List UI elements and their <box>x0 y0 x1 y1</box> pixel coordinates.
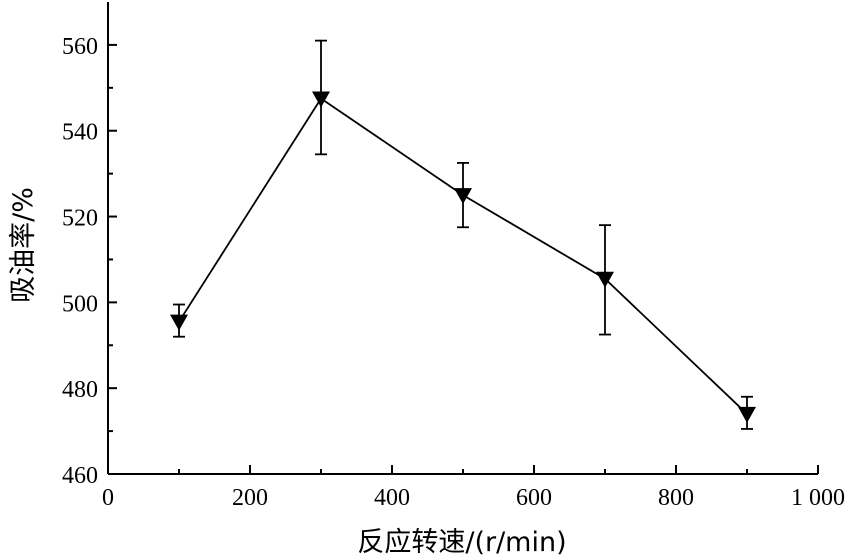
data-point <box>596 271 614 288</box>
y-tick-label: 520 <box>62 206 98 232</box>
series-line <box>178 97 748 415</box>
x-tick-label: 1 000 <box>791 485 845 511</box>
x-tick-label: 0 <box>102 485 114 511</box>
y-tick-label: 540 <box>62 120 98 146</box>
y-tick-label: 480 <box>62 377 98 403</box>
y-tick-label: 460 <box>62 463 98 489</box>
x-tick-label: 600 <box>516 485 552 511</box>
y-axis-title: 吸油率/% <box>8 187 39 303</box>
data-point <box>312 91 330 108</box>
x-tick-label: 400 <box>374 485 410 511</box>
y-tick-label: 560 <box>62 34 98 60</box>
y-axis: 460 480 500 520 540 560 <box>62 34 117 489</box>
x-tick-label: 800 <box>658 485 694 511</box>
x-axis-title: 反应转速/(r/min) <box>357 527 566 558</box>
data-point <box>738 406 756 423</box>
data-point <box>454 188 472 205</box>
x-tick-label: 200 <box>232 485 268 511</box>
y-tick-label: 500 <box>62 291 98 317</box>
data-point <box>170 314 188 331</box>
x-axis: 0 200 400 600 800 1 000 <box>102 465 845 511</box>
plot-area <box>107 2 818 475</box>
series <box>170 39 756 430</box>
